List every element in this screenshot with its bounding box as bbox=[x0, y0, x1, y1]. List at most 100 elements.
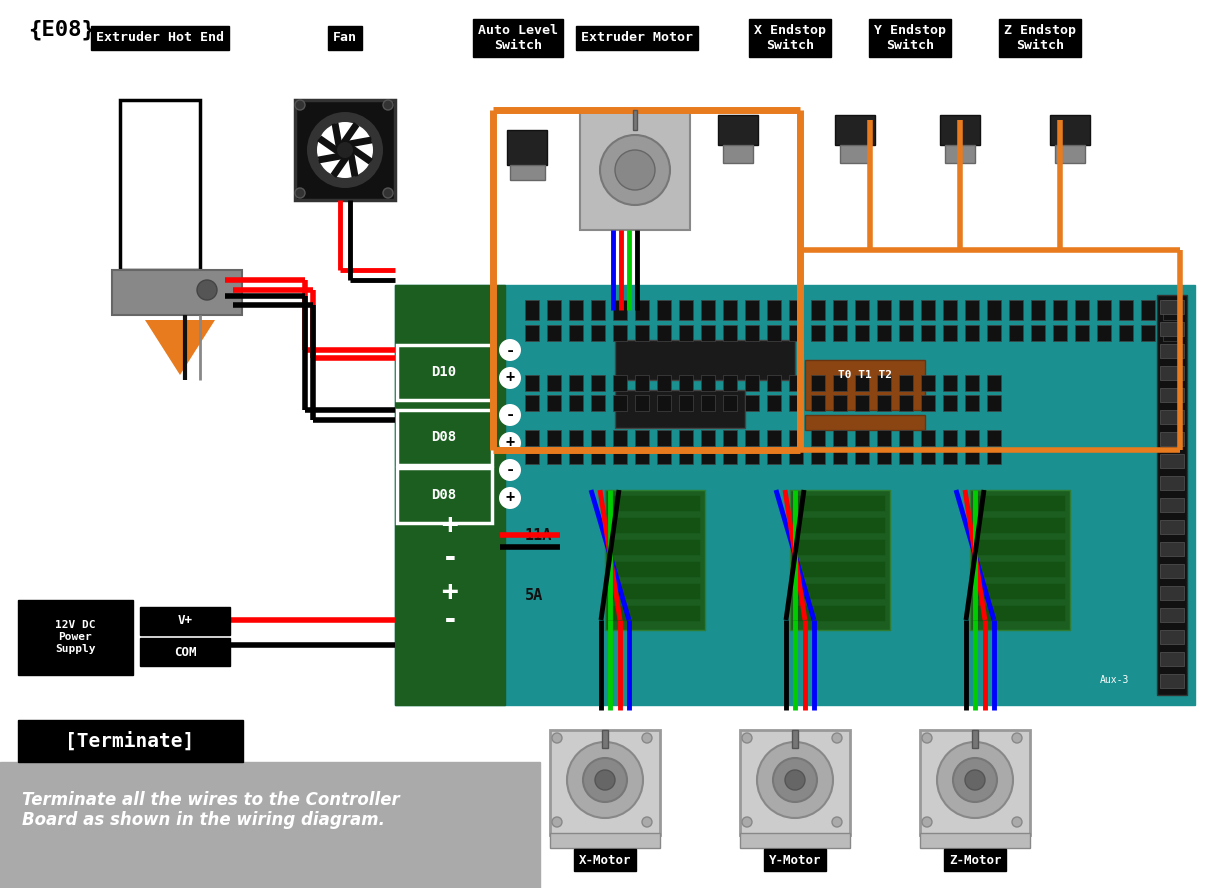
Bar bbox=[610, 495, 700, 511]
Bar bbox=[975, 495, 1066, 511]
Bar bbox=[610, 561, 700, 577]
Bar bbox=[525, 430, 539, 446]
Text: Y-Motor: Y-Motor bbox=[769, 853, 821, 867]
Text: 12V DC
Power
Supply: 12V DC Power Supply bbox=[55, 621, 95, 654]
Circle shape bbox=[1012, 733, 1022, 743]
Bar bbox=[1141, 325, 1155, 341]
Bar bbox=[679, 325, 693, 341]
Bar bbox=[745, 375, 759, 391]
Circle shape bbox=[316, 122, 373, 178]
Bar bbox=[613, 448, 627, 464]
Circle shape bbox=[832, 733, 842, 743]
Text: D10: D10 bbox=[431, 365, 457, 379]
Bar bbox=[1160, 454, 1184, 468]
Bar bbox=[899, 375, 913, 391]
Bar bbox=[569, 448, 583, 464]
Text: +: + bbox=[506, 435, 514, 450]
Bar bbox=[657, 325, 671, 341]
Circle shape bbox=[382, 188, 393, 198]
Bar bbox=[1160, 564, 1184, 578]
Bar bbox=[975, 583, 1066, 599]
Bar bbox=[613, 325, 627, 341]
Bar bbox=[395, 285, 505, 705]
Bar bbox=[789, 395, 803, 411]
Bar bbox=[899, 325, 913, 341]
Bar bbox=[792, 730, 798, 748]
Bar bbox=[767, 300, 781, 320]
Circle shape bbox=[499, 432, 521, 454]
Bar bbox=[805, 415, 925, 430]
Bar bbox=[141, 638, 230, 666]
Bar bbox=[1055, 145, 1085, 163]
Circle shape bbox=[642, 817, 653, 827]
Bar bbox=[723, 395, 737, 411]
Bar bbox=[701, 395, 715, 411]
Bar bbox=[613, 395, 627, 411]
Circle shape bbox=[742, 817, 752, 827]
Text: 5A: 5A bbox=[525, 588, 544, 602]
Bar bbox=[833, 448, 847, 464]
Bar bbox=[811, 375, 825, 391]
Bar bbox=[395, 285, 1195, 705]
Bar bbox=[525, 395, 539, 411]
Bar bbox=[796, 561, 885, 577]
Circle shape bbox=[600, 135, 670, 205]
Bar bbox=[610, 539, 700, 555]
Bar bbox=[1075, 325, 1089, 341]
Bar bbox=[569, 375, 583, 391]
Bar bbox=[899, 448, 913, 464]
Bar bbox=[975, 539, 1066, 555]
Bar bbox=[701, 300, 715, 320]
Bar bbox=[679, 430, 693, 446]
Bar bbox=[789, 325, 803, 341]
Bar bbox=[877, 448, 891, 464]
Text: Extruder Motor: Extruder Motor bbox=[580, 31, 693, 44]
Bar bbox=[970, 490, 1070, 630]
Circle shape bbox=[567, 742, 643, 818]
Text: COM: COM bbox=[174, 646, 197, 659]
Bar bbox=[701, 375, 715, 391]
Bar bbox=[1163, 325, 1177, 341]
Bar bbox=[789, 375, 803, 391]
Bar bbox=[855, 430, 869, 446]
Bar bbox=[701, 430, 715, 446]
Text: Z Endstop
Switch: Z Endstop Switch bbox=[1004, 24, 1077, 52]
Text: +: + bbox=[506, 490, 514, 505]
Circle shape bbox=[307, 112, 382, 188]
Bar bbox=[550, 730, 660, 835]
Bar bbox=[987, 325, 1001, 341]
Bar bbox=[855, 448, 869, 464]
Text: Aux-3: Aux-3 bbox=[1100, 675, 1129, 685]
Bar bbox=[987, 300, 1001, 320]
Bar bbox=[921, 395, 935, 411]
Bar bbox=[965, 300, 979, 320]
Bar bbox=[920, 730, 1030, 835]
Bar bbox=[877, 395, 891, 411]
Bar bbox=[767, 430, 781, 446]
Text: {E08}: {E08} bbox=[28, 20, 95, 40]
Bar bbox=[855, 395, 869, 411]
Circle shape bbox=[499, 339, 521, 361]
Text: T0 T1 T2: T0 T1 T2 bbox=[838, 370, 892, 380]
Bar bbox=[610, 605, 700, 621]
Bar bbox=[591, 325, 605, 341]
Bar bbox=[899, 430, 913, 446]
Bar bbox=[811, 430, 825, 446]
Bar bbox=[591, 430, 605, 446]
Bar bbox=[657, 300, 671, 320]
Bar bbox=[965, 448, 979, 464]
Bar bbox=[796, 539, 885, 555]
Circle shape bbox=[742, 733, 752, 743]
Bar bbox=[855, 300, 869, 320]
Bar bbox=[633, 110, 637, 130]
Bar bbox=[767, 375, 781, 391]
Text: D08: D08 bbox=[431, 488, 457, 502]
Bar bbox=[835, 115, 875, 145]
Bar bbox=[635, 325, 649, 341]
Bar bbox=[805, 360, 925, 410]
Bar bbox=[1160, 388, 1184, 402]
Bar bbox=[745, 395, 759, 411]
Text: -: - bbox=[506, 408, 514, 423]
Bar bbox=[569, 430, 583, 446]
Bar bbox=[547, 395, 561, 411]
